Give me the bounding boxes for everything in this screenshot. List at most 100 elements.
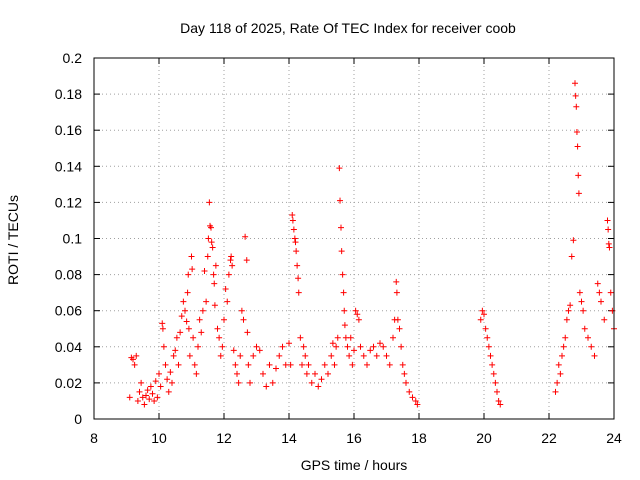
data-point (170, 352, 177, 359)
data-point (390, 334, 396, 341)
data-point (485, 343, 492, 350)
data-point (216, 334, 223, 341)
data-point (494, 388, 500, 395)
data-point (195, 343, 201, 350)
data-point (225, 271, 232, 278)
data-point (208, 224, 214, 231)
data-point (355, 316, 362, 323)
data-point (188, 253, 195, 260)
data-point (394, 316, 401, 323)
data-point (130, 356, 136, 363)
data-point (217, 352, 224, 359)
data-point (244, 329, 251, 336)
data-point (211, 280, 218, 287)
data-point (293, 248, 300, 255)
data-point (338, 248, 345, 255)
data-point (302, 352, 309, 359)
data-point (141, 401, 148, 408)
data-point (338, 224, 344, 231)
data-point (234, 370, 240, 377)
data-point (211, 302, 218, 309)
data-point (484, 334, 491, 341)
x-tick-label: 16 (346, 430, 362, 446)
data-point (177, 329, 184, 336)
x-tick-label: 14 (281, 430, 297, 446)
data-point (393, 278, 400, 285)
data-point (340, 289, 347, 296)
data-point (479, 307, 486, 314)
data-point (406, 388, 413, 395)
data-point (134, 397, 141, 404)
data-point (344, 343, 351, 350)
data-point (349, 361, 356, 368)
data-point (209, 244, 216, 251)
data-point (291, 235, 298, 242)
x-tick-label: 10 (151, 430, 167, 446)
data-point (208, 239, 215, 246)
data-point (401, 370, 408, 377)
data-point (596, 289, 603, 296)
data-point (399, 361, 406, 368)
data-point (227, 257, 234, 264)
data-points (126, 80, 617, 408)
data-point (574, 143, 581, 150)
chart-title: Day 118 of 2025, Rate Of TEC Index for r… (180, 20, 516, 36)
data-point (260, 370, 266, 377)
y-tick-label: 0 (74, 411, 82, 427)
data-point (315, 383, 322, 390)
data-point (572, 92, 579, 99)
x-axis-label: GPS time / hours (301, 457, 408, 473)
data-point (336, 165, 343, 172)
data-point (182, 307, 188, 314)
data-point (159, 325, 166, 332)
data-point (377, 340, 383, 347)
data-point (557, 370, 564, 377)
data-point (183, 318, 190, 325)
data-point (585, 334, 591, 341)
data-point (312, 370, 318, 377)
data-point (157, 383, 164, 390)
data-point (237, 352, 244, 359)
data-point (294, 262, 301, 269)
data-point (594, 280, 601, 287)
data-point (341, 322, 348, 329)
data-point (290, 226, 297, 233)
x-tick-label: 22 (541, 430, 557, 446)
data-point (185, 325, 192, 332)
data-point (138, 379, 145, 386)
data-point (203, 298, 210, 305)
data-point (167, 369, 174, 376)
data-point (295, 289, 302, 296)
data-point (191, 361, 198, 368)
data-point (242, 233, 249, 240)
data-point (230, 347, 237, 354)
data-point (256, 347, 263, 354)
data-point (229, 262, 236, 269)
data-point (370, 343, 377, 350)
data-point (490, 370, 497, 377)
data-point (196, 316, 203, 323)
y-tick-label: 0.18 (55, 86, 82, 102)
data-point (567, 302, 574, 309)
data-point (144, 387, 151, 394)
data-point (228, 253, 235, 260)
data-point (180, 298, 187, 305)
data-point (238, 307, 245, 314)
data-point (352, 307, 359, 314)
data-point (159, 320, 166, 327)
data-point (339, 271, 346, 278)
data-point (347, 334, 354, 341)
y-tick-label: 0.02 (55, 375, 82, 391)
data-point (279, 343, 286, 350)
data-point (580, 307, 587, 314)
data-point (232, 361, 239, 368)
x-tick-label: 8 (90, 430, 98, 446)
y-tick-label: 0.14 (55, 158, 82, 174)
data-point (346, 352, 353, 359)
data-point (162, 361, 169, 368)
data-point (573, 129, 580, 136)
data-point (165, 388, 172, 395)
y-tick-label: 0.04 (55, 339, 82, 355)
data-point (224, 298, 231, 305)
data-point (563, 316, 570, 323)
